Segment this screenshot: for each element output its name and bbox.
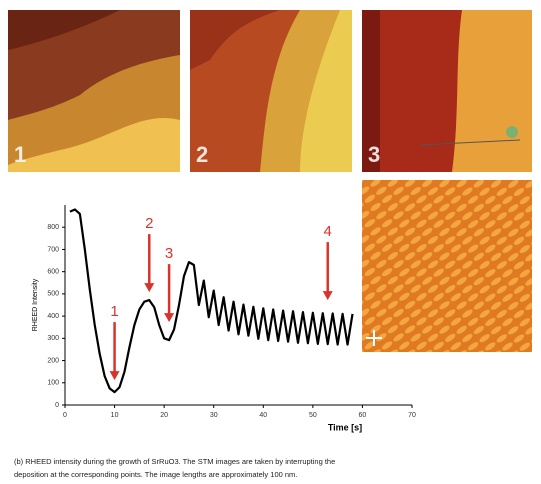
caption-line: (b) RHEED intensity during the growth of… <box>14 457 335 466</box>
x-axis-label: Time [s] <box>328 422 362 432</box>
annotation-label: 2 <box>145 215 153 232</box>
x-tick-label: 70 <box>408 412 416 419</box>
y-tick-label: 300 <box>47 335 59 342</box>
data-line <box>69 208 354 394</box>
caption-line: deposition at the corresponding points. … <box>14 470 297 479</box>
image-label: 3 <box>368 142 380 167</box>
annotation-arrowhead <box>109 371 120 381</box>
annotation-label: 4 <box>324 223 332 240</box>
annotation-label: 1 <box>110 303 118 320</box>
x-tick-label: 30 <box>210 412 218 419</box>
y-tick-label: 800 <box>47 224 59 231</box>
y-axis-label: RHEED Intensity <box>32 278 39 331</box>
x-tick-label: 10 <box>111 412 119 419</box>
x-tick-label: 60 <box>359 412 367 419</box>
stm-image-1: 1 <box>8 10 180 172</box>
stm-image-4 <box>362 180 532 352</box>
y-tick-label: 400 <box>47 313 59 320</box>
y-tick-label: 600 <box>47 269 59 276</box>
y-tick-label: 500 <box>47 291 59 298</box>
stm-image-3: 3 <box>362 10 532 172</box>
image-label: 2 <box>196 142 208 167</box>
y-tick-label: 700 <box>47 246 59 253</box>
y-tick-label: 100 <box>47 380 59 387</box>
y-tick-label: 0 <box>55 402 59 409</box>
annotation-arrowhead <box>322 291 333 301</box>
annotation-label: 3 <box>165 245 173 262</box>
rheed-plot: Time [s] RHEED Intensity 0 10 20 30 40 50 60 70… <box>32 205 416 432</box>
image-label: 1 <box>14 142 26 167</box>
stm-image-2: 2 <box>190 10 352 172</box>
annotation-arrowhead <box>144 283 155 293</box>
y-tick-label: 200 <box>47 357 59 364</box>
x-tick-label: 50 <box>309 412 317 419</box>
x-tick-label: 40 <box>259 412 267 419</box>
annotation-arrowhead <box>164 313 175 323</box>
x-tick-label: 20 <box>160 412 168 419</box>
x-tick-label: 0 <box>63 412 67 419</box>
